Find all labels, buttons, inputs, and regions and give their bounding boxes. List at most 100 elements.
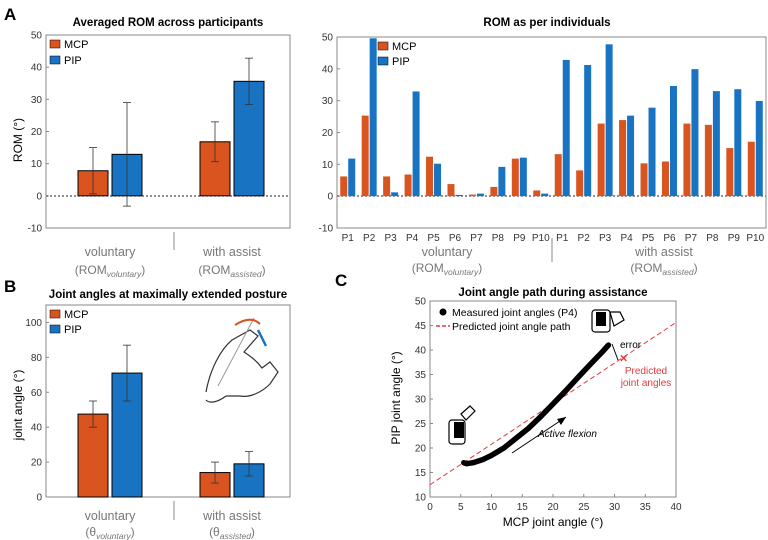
a2-sub-voluntary: (ROMvoluntary) [412, 261, 483, 277]
c-predicted-marker: × [620, 350, 628, 365]
a2-bar-pip [541, 193, 549, 197]
b-ytick-label: 60 [31, 388, 43, 399]
a2-xtick-label: P9 [513, 233, 526, 244]
c-hand-open-band [454, 422, 464, 438]
b-legend-pip: PIP [64, 324, 82, 336]
a2-ytick-label: 30 [322, 96, 334, 107]
a2-bar-pip [412, 91, 420, 197]
a2-xtick-label: P8 [492, 233, 505, 244]
a2-bar-mcp [554, 154, 562, 197]
a2-bar-mcp [511, 158, 519, 197]
c-ytick-label: 30 [415, 395, 427, 406]
a2-group-assist: with assist [634, 245, 693, 259]
c-xtick-label: 30 [609, 502, 621, 513]
a2-bar-mcp [533, 190, 541, 197]
b-ytick-label: 80 [31, 353, 43, 364]
a1-ytick-label: -10 [28, 224, 43, 235]
a2-bar-pip [648, 107, 656, 197]
a2-bar-pip [455, 194, 463, 197]
c-ytick-label: 15 [415, 468, 427, 479]
a1-sub-voluntary: (ROMvoluntary) [75, 263, 146, 279]
a2-bar-mcp [468, 194, 476, 197]
a2-bar-pip [369, 38, 377, 197]
c-flexion-arrow [511, 416, 567, 454]
panel-b: B Joint angles at maximally extended pos… [4, 277, 291, 540]
a1-legend-mcp-swatch [49, 39, 61, 49]
finger-guide-line [217, 317, 255, 387]
panel-c: C Joint angle path during assistance PIP… [335, 271, 682, 529]
a1-ytick-label: 10 [31, 159, 43, 170]
a1-ylabel: ROM (°) [11, 118, 25, 162]
b-group-assist: with assist [202, 509, 261, 523]
a2-bar-pip [434, 163, 442, 197]
panel-a1: A Averaged ROM across participants ROM (… [4, 5, 291, 279]
a2-xtick-label: P7 [470, 233, 483, 244]
a2-bar-mcp [747, 141, 755, 197]
a2-bar-pip [605, 44, 613, 197]
c-title: Joint angle path during assistance [458, 287, 647, 299]
c-xtick-label: 20 [547, 502, 559, 513]
b-group-voluntary: voluntary [85, 509, 136, 523]
a2-bar-mcp [597, 123, 605, 197]
c-predicted-label-2: joint angles [620, 378, 672, 389]
pip-indicator [256, 329, 268, 347]
c-predicted-label-1: Predicted [625, 366, 667, 377]
a2-bar-mcp [683, 123, 691, 197]
a2-xtick-label: P10 [746, 233, 764, 244]
a2-xtick-label: P6 [449, 233, 462, 244]
c-legend-measured-marker [439, 308, 447, 316]
a2-xtick-label: P8 [706, 233, 719, 244]
a2-bar-mcp [619, 120, 627, 197]
c-legend-measured: Measured joint angles (P4) [452, 307, 577, 319]
a2-bar-mcp [447, 184, 455, 197]
a2-xtick-label: P4 [406, 233, 419, 244]
c-ytick-label: 10 [415, 493, 427, 504]
c-xtick-label: 0 [427, 502, 433, 513]
b-legend-mcp-swatch [49, 309, 61, 319]
panel-a2: ROM as per individuals -10 0 10 20 30 40 50 P1… [319, 17, 767, 277]
a2-bar-mcp [661, 161, 669, 197]
c-xtick-label: 40 [670, 502, 682, 513]
a2-bar-mcp [490, 186, 498, 197]
c-xtick-label: 5 [458, 502, 464, 513]
a2-bar-pip [734, 89, 742, 197]
a2-xtick-label: P2 [363, 233, 376, 244]
a2-sub-assist: (ROMassisted) [630, 261, 697, 277]
a2-xtick-label: P5 [427, 233, 440, 244]
a2-bar-pip [669, 86, 677, 197]
c-hand-icon-open [448, 405, 476, 445]
a2-bar-pip [391, 192, 399, 197]
a2-bar-pip [498, 166, 506, 197]
c-ytick-label: 40 [415, 346, 427, 357]
a1-sub-assist: (ROMassisted) [198, 263, 265, 279]
a2-bar-mcp [361, 115, 369, 197]
a2-xtick-label: P3 [385, 233, 398, 244]
a2-bar-mcp [426, 156, 434, 197]
b-legend-mcp: MCP [64, 309, 88, 321]
a2-legend-pip-swatch [377, 56, 389, 66]
a2-bar-mcp [640, 163, 648, 197]
a2-legend-mcp: MCP [392, 41, 416, 53]
c-error-bracket [611, 343, 619, 361]
c-hand-flexed-band [596, 312, 606, 326]
c-ylabel: PIP joint angle (°) [389, 351, 403, 444]
a2-bar-pip [348, 158, 356, 197]
c-ytick-label: 50 [415, 297, 427, 308]
c-flexion-label: Active flexion [537, 429, 597, 440]
a2-ytick-label: 0 [327, 192, 333, 203]
a2-ytick-label: 50 [322, 33, 334, 44]
b-sub-assist: (θassisted) [209, 525, 255, 540]
a2-bar-mcp [340, 176, 348, 197]
b-title: Joint angles at maximally extended postu… [49, 289, 287, 301]
a2-bar-mcp [576, 170, 584, 197]
a2-ytick-label: 10 [322, 160, 334, 171]
c-flexion-arrowhead [557, 417, 566, 425]
panel-letter-a: A [4, 5, 16, 24]
c-ytick-label: 20 [415, 444, 427, 455]
a2-bar-pip [712, 91, 720, 197]
a2-xtick-label: P2 [578, 233, 591, 244]
a1-group-assist: with assist [202, 245, 261, 259]
a2-title: ROM as per individuals [483, 17, 610, 29]
a2-ytick-label: 40 [322, 64, 334, 75]
